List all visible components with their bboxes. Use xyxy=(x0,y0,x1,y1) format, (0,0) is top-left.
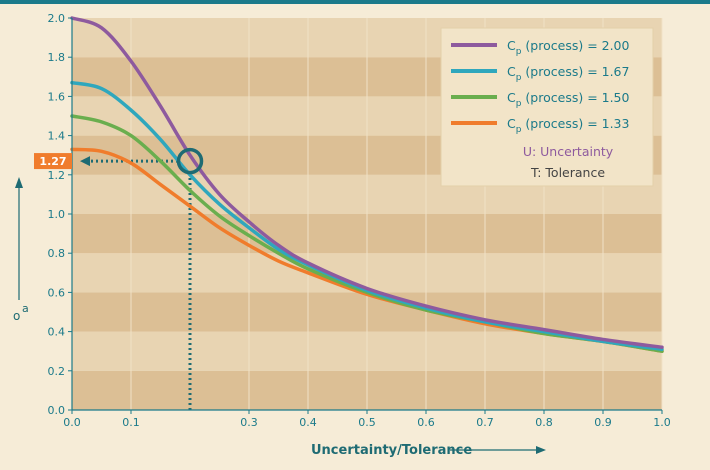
series-line-0 xyxy=(70,16,664,350)
x-tick-label: 0.4 xyxy=(299,416,317,429)
y-axis-ticks: 0.0 0.2 0.4 0.6 0.8 1.0 1.2 1.4 1.6 1.8 2.0 xyxy=(48,12,72,417)
legend-label-sub: p xyxy=(516,73,522,83)
x-tick-label: 1.0 xyxy=(653,416,671,429)
y-axis-label: o xyxy=(13,309,20,323)
legend-label-rest: (process) = 1.50 xyxy=(521,90,629,105)
y-tick-label: 0.2 xyxy=(48,365,66,378)
x-tick-label: 0.9 xyxy=(594,416,612,429)
legend-label-main: C xyxy=(507,116,516,131)
legend-label-sub: p xyxy=(516,99,522,109)
grid-lines xyxy=(130,18,663,410)
legend-label-rest: (process) = 1.67 xyxy=(521,64,629,79)
legend-label-sub: p xyxy=(516,47,522,57)
series-lines xyxy=(70,16,664,353)
x-tick-label: 0.3 xyxy=(240,416,258,429)
y-tick-label: 1.6 xyxy=(48,90,66,103)
top-accent-bar xyxy=(0,0,710,4)
x-tick-label: 0.7 xyxy=(476,416,494,429)
legend-label-3: Cp (process) = 1.33 xyxy=(507,116,629,135)
y-tick-label: 0.0 xyxy=(48,404,66,417)
legend-note-tolerance: T: Tolerance xyxy=(530,165,605,180)
legend-label-rest: (process) = 1.33 xyxy=(521,116,629,131)
legend-label-1: Cp (process) = 1.67 xyxy=(507,64,629,83)
y-tick-label: 0.8 xyxy=(48,247,66,260)
y-axis-label-arrowhead xyxy=(15,177,23,188)
legend-label-main: C xyxy=(507,64,516,79)
y-tick-label: 1.8 xyxy=(48,51,66,64)
series-line-1 xyxy=(70,80,664,351)
annotation-arrowhead xyxy=(80,156,90,167)
annotation-label: 1.27 xyxy=(39,155,66,168)
y-tick-label: 0.4 xyxy=(48,326,66,339)
x-axis-ticks: 0.0 0.1 0.3 0.4 0.5 0.6 0.7 0.8 0.9 1.0 xyxy=(63,410,671,429)
y-axis-label-super: a xyxy=(22,302,29,315)
x-tick-label: 0.1 xyxy=(122,416,140,429)
legend-label-2: Cp (process) = 1.50 xyxy=(507,90,630,109)
legend-label-rest: (process) = 2.00 xyxy=(521,38,629,53)
x-tick-label: 0.6 xyxy=(417,416,435,429)
x-tick-label: 0.5 xyxy=(358,416,376,429)
y-tick-label: 1.4 xyxy=(48,130,66,143)
legend-label-main: C xyxy=(507,90,516,105)
legend-box xyxy=(440,27,654,187)
x-axis-label: Uncertainty/Tolerance xyxy=(311,443,472,458)
x-axis-label-arrowhead xyxy=(536,446,546,454)
annotation-label-box xyxy=(34,153,72,170)
legend-label-sub: p xyxy=(516,125,522,135)
axis-labels: Uncertainty/Tolerance oa xyxy=(13,177,546,458)
legend-label-main: C xyxy=(507,38,516,53)
y-tick-label: 1.2 xyxy=(48,169,66,182)
y-tick-label: 2.0 xyxy=(48,12,66,25)
x-tick-label: 0.8 xyxy=(535,416,553,429)
legend-note-uncertainty: U: Uncertainty xyxy=(523,144,614,159)
x-tick-label: 0.0 xyxy=(63,416,81,429)
annotation: 1.27 xyxy=(34,147,204,175)
y-tick-label: 0.6 xyxy=(48,286,66,299)
y-tick-label: 1.0 xyxy=(48,208,66,221)
legend-label-0: Cp (process) = 2.00 xyxy=(507,38,630,57)
annotation-circle xyxy=(176,147,204,175)
